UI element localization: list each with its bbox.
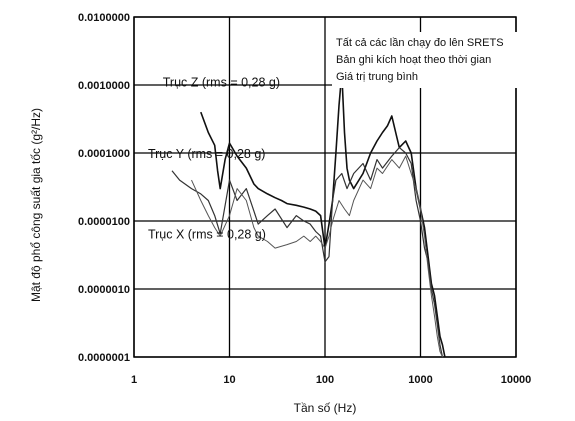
series-line-2	[171, 147, 444, 358]
series-layer	[171, 72, 446, 358]
series-label: Trục Y (rms = 0,28 g)	[148, 147, 266, 161]
y-tick-label: 0.0000001	[78, 352, 130, 364]
series-line-3	[191, 155, 443, 358]
tick-labels: 1 10 100 1000 10000 0.0000001 0.0000010 0.00001…	[78, 12, 531, 386]
y-axis-title: Mật độ phổ công suất gia tốc (g²/Hz)	[29, 108, 43, 302]
x-tick-label: 100	[316, 374, 334, 386]
y-tick-label: 0.0010000	[78, 80, 130, 92]
y-tick-label: 0.0000010	[78, 284, 130, 296]
x-tick-label: 10	[223, 374, 235, 386]
legend-line: Bản ghi kích hoạt theo thời gian	[336, 54, 491, 66]
x-tick-label: 1000	[408, 374, 432, 386]
legend-line: Giá trị trung bình	[336, 71, 418, 83]
x-axis-title: Tần số (Hz)	[294, 401, 357, 415]
series-label: Trục X (rms = 0,28 g)	[148, 228, 266, 242]
y-tick-label: 0.0001000	[78, 148, 130, 160]
x-tick-label: 10000	[501, 374, 532, 386]
legend-background	[332, 32, 522, 88]
x-tick-label: 1	[131, 374, 137, 386]
legend-line: Tất cả các lần chạy đo lên SRETS	[336, 37, 504, 49]
plot-area-frame	[133, 16, 517, 358]
y-tick-label: 0.0100000	[78, 12, 130, 24]
series-line-1	[200, 72, 446, 358]
series-label: Trục Z (rms = 0,28 g)	[163, 76, 280, 90]
series-labels: Trục Z (rms = 0,28 g) Trục Y (rms = 0,28 …	[148, 76, 280, 242]
y-tick-label: 0.0000100	[78, 216, 130, 228]
legend: Tất cả các lần chạy đo lên SRETS Bản ghi …	[332, 32, 522, 88]
